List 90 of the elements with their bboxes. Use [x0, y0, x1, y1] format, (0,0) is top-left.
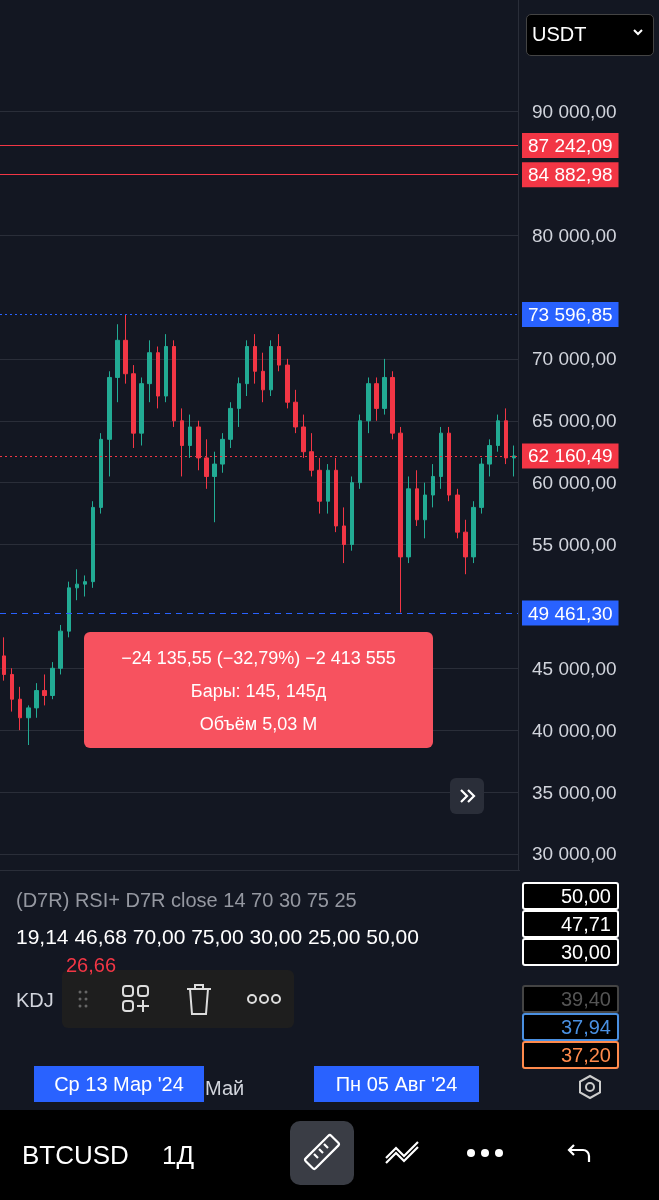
y-tick-label: 65 000,00 [532, 410, 617, 432]
candlestick [269, 339, 273, 397]
text: Май [205, 1077, 245, 1099]
candlestick [431, 463, 435, 508]
candlestick [350, 475, 354, 552]
y-tick-label: 80 000,00 [532, 224, 617, 246]
candlestick [439, 426, 443, 490]
text: 1Д [162, 1140, 195, 1170]
ref-line-label: 62 160,49 [528, 445, 613, 467]
candlestick [358, 414, 362, 490]
text: 37,94 [522, 1013, 619, 1041]
annotation: −24 135,55 (−32,79%) −2 413 555 [120, 648, 397, 668]
text: (D7R) RSI+ D7R close 14 70 30 75 25 [16, 889, 357, 911]
y-tick-label: 90 000,00 [532, 100, 617, 122]
text: KDJ [16, 989, 54, 1011]
candlestick [123, 313, 128, 385]
candlestick [26, 704, 31, 746]
candlestick [261, 352, 265, 403]
candlestick [326, 463, 330, 515]
candlestick [156, 346, 160, 409]
candlestick [188, 414, 192, 459]
candlestick [293, 389, 298, 434]
text: 50,00 [522, 882, 619, 910]
annotation: Объём 5,03 M [198, 714, 319, 734]
y-tick-label: 40 000,00 [532, 719, 617, 741]
candlestick [2, 636, 6, 682]
y-tick-label: 35 000,00 [532, 781, 617, 803]
candlestick [253, 333, 257, 385]
ref-line-label: 84 882,98 [528, 164, 613, 186]
y-tick-label: 30 000,00 [532, 843, 617, 865]
ref-line-label: 49 461,30 [528, 602, 613, 624]
ref-line-label: 87 242,09 [528, 135, 613, 157]
candlestick [75, 568, 79, 601]
candlestick [42, 673, 47, 706]
candlestick [18, 686, 22, 731]
text: Ср 13 Мар '24 [34, 1066, 204, 1102]
text: 19,14 46,68 70,00 75,00 30,00 25,00 50,00 [16, 925, 419, 948]
candlestick [139, 376, 144, 447]
candlestick [212, 451, 217, 523]
candlestick [245, 339, 249, 397]
text: 37,20 [522, 1041, 619, 1069]
annotation: Бары: 145, 145д [189, 681, 328, 701]
candlestick [479, 457, 484, 515]
candlestick [91, 500, 95, 589]
candlestick [131, 364, 136, 449]
candlestick [382, 358, 387, 416]
candlestick [366, 376, 371, 434]
y-tick-label: 45 000,00 [532, 657, 617, 679]
candlestick [83, 574, 87, 597]
candlestick [220, 432, 225, 474]
y-tick-label: 60 000,00 [532, 472, 617, 494]
candlestick [471, 500, 476, 564]
candlestick [406, 475, 411, 564]
text: 26,66 [66, 954, 117, 976]
candlestick [107, 370, 112, 477]
candlestick [342, 506, 346, 564]
candlestick [423, 482, 427, 539]
text: 47,71 [522, 910, 619, 938]
candlestick [285, 358, 290, 409]
candlestick [512, 445, 516, 477]
candlestick [67, 581, 71, 638]
measurement-tooltip: −24 135,55 (−32,79%) −2 413 555 Бары: 145, 145д Объём 5,03 M [84, 632, 433, 748]
candlestick [147, 339, 152, 403]
candlestick [34, 682, 39, 719]
y-tick-label: 70 000,00 [532, 348, 617, 370]
candlestick [487, 438, 492, 477]
candlestick [164, 333, 168, 403]
candlestick [277, 333, 281, 372]
text: USDT [532, 23, 587, 45]
candlestick [50, 661, 55, 700]
candlestick [415, 469, 419, 527]
candlestick [172, 339, 176, 428]
text: BTCUSD [22, 1140, 129, 1170]
candlestick [99, 432, 103, 515]
candlestick [237, 376, 241, 428]
candlestick [463, 519, 468, 575]
candlestick [228, 401, 233, 449]
candlestick [496, 414, 500, 453]
candlestick [390, 370, 395, 440]
text: Пн 05 Авг '24 [314, 1066, 479, 1102]
candlestick [58, 624, 63, 675]
ref-line-label: 73 596,85 [528, 303, 613, 325]
candlestick [115, 323, 120, 403]
candlestick [374, 376, 379, 422]
y-tick-label: 55 000,00 [532, 534, 617, 556]
text: 30,00 [522, 938, 619, 966]
candlestick [455, 488, 460, 539]
text: 39,40 [522, 985, 619, 1013]
candlestick [317, 457, 322, 515]
candlestick [10, 667, 14, 713]
